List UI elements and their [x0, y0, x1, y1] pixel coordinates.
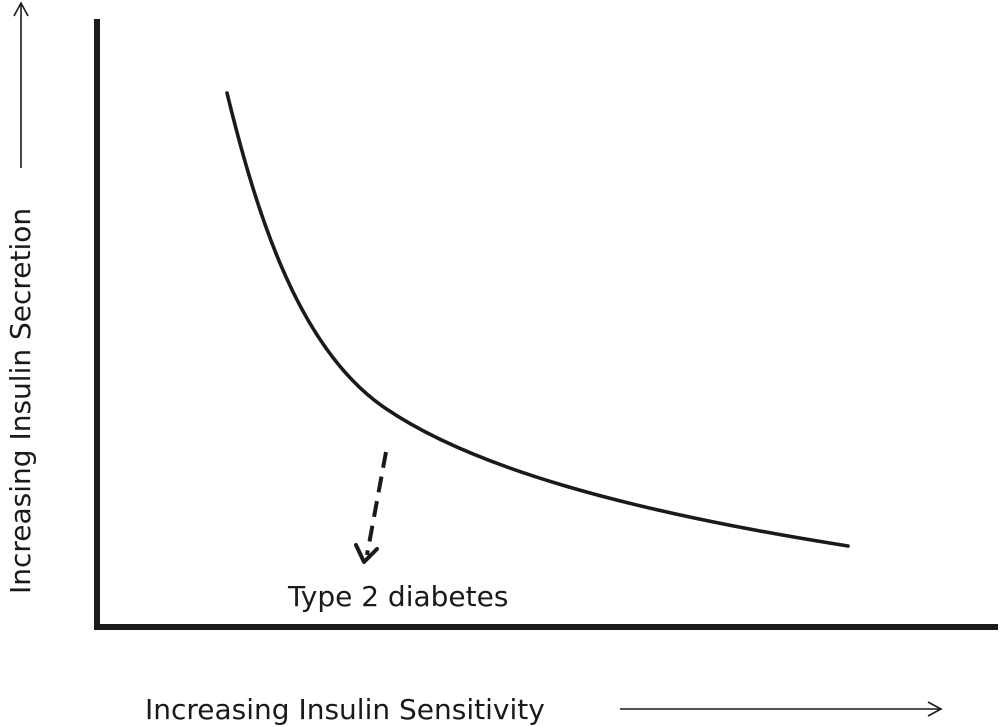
- dashed-arrow-head-icon: [354, 543, 379, 564]
- x-axis-direction-arrow-icon: [927, 701, 943, 717]
- dashed-arrow-shaft: [365, 451, 388, 556]
- hyperbolic-curve: [225, 91, 850, 548]
- type-2-diabetes-label: Type 2 diabetes: [287, 580, 508, 613]
- y-axis-direction-arrow-icon: [13, 1, 29, 17]
- x-axis-label: Increasing Insulin Sensitivity: [145, 693, 545, 726]
- y-axis-label: Increasing Insulin Secretion: [4, 208, 37, 594]
